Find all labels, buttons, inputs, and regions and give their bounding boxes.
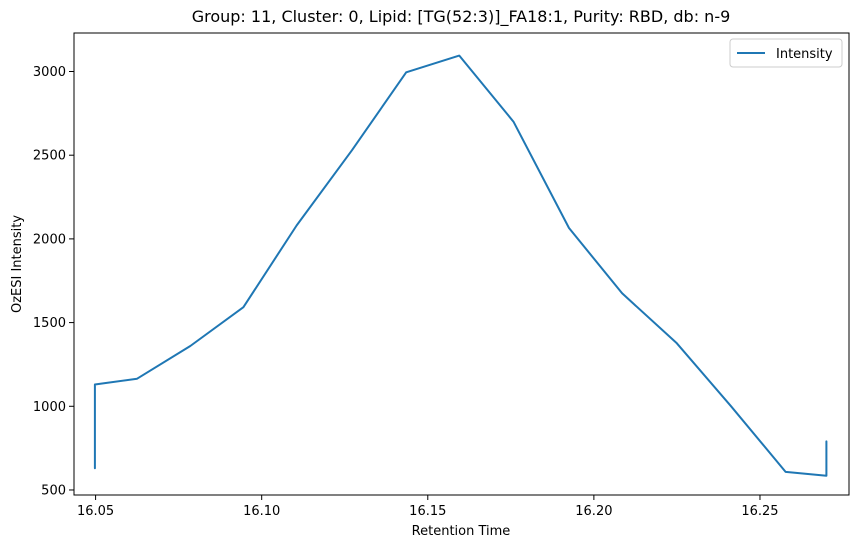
legend: Intensity: [729, 38, 843, 68]
x-tick-label: 16.10: [243, 504, 280, 519]
x-tick-label: 16.25: [741, 504, 778, 519]
y-tick-label: 1000: [33, 400, 66, 415]
x-axis-title: Retention Time: [412, 524, 511, 539]
chart-title: Group: 11, Cluster: 0, Lipid: [TG(52:3)]…: [192, 7, 731, 27]
x-axis-ticks: 16.05 16.10 16.15 16.20 16.25: [77, 495, 779, 519]
series-layer: [93, 54, 828, 477]
y-axis-title: OzESI Intensity: [10, 215, 25, 313]
legend-box: [729, 38, 843, 68]
plot-area: [73, 32, 850, 496]
y-axis-ticks: 500 1000 1500 2000 2500 3000: [33, 65, 74, 498]
x-tick-label: 16.20: [575, 504, 612, 519]
x-tick-label: 16.15: [409, 504, 446, 519]
y-tick-label: 2000: [33, 232, 66, 247]
series-line-intensity: [93, 54, 828, 477]
legend-label-intensity: Intensity: [776, 47, 833, 62]
y-tick-label: 3000: [33, 65, 66, 80]
y-tick-label: 500: [41, 483, 66, 498]
x-tick-label: 16.05: [77, 504, 114, 519]
y-tick-label: 1500: [33, 316, 66, 331]
y-tick-label: 2500: [33, 149, 66, 164]
